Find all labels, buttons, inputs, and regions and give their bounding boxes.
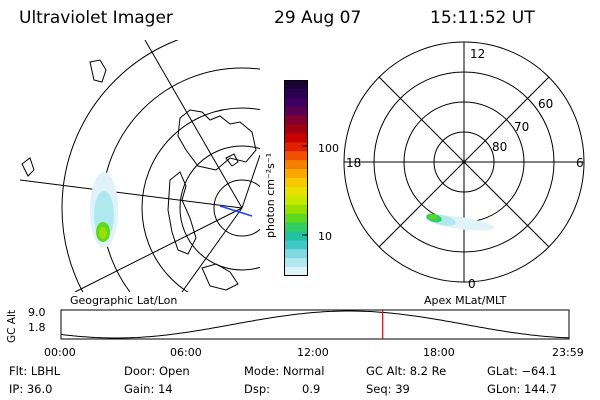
gc-alt-ytick-bottom: 1.8 — [28, 321, 46, 334]
gc-xtick-2359: 23:59 — [552, 346, 584, 359]
colorbar-segment — [284, 88, 308, 99]
magnetic-polar-panel: 12 18 6 0 60 70 80 — [343, 41, 585, 291]
lat-circle — [179, 145, 260, 271]
glat-value: GLat: −64.1 — [487, 364, 557, 378]
meridian-line — [74, 207, 243, 292]
colorbar-segment — [284, 222, 308, 232]
left-panel-caption: Geographic Lat/Lon — [70, 294, 178, 307]
colorbar-tick-100: 100 — [318, 142, 339, 155]
meridian-line — [181, 207, 243, 292]
filter-value: Flt: LBHL — [9, 364, 61, 378]
mlt-label-18: 18 — [346, 156, 361, 170]
gc-alt-ytick-top: 9.0 — [28, 306, 46, 319]
colorbar-segment — [284, 97, 308, 108]
glon-value: GLon: 144.7 — [487, 382, 557, 396]
colorbar-segment — [284, 142, 308, 152]
meridian-line — [241, 154, 260, 209]
colorbar-segment — [284, 267, 308, 276]
mode-value: Mode: Normal — [244, 364, 325, 378]
lat-circle — [213, 179, 260, 237]
spacecraft-track — [219, 205, 253, 217]
colorbar-segment — [284, 195, 308, 206]
mlt-diagonal — [378, 76, 550, 248]
coastline — [167, 171, 197, 255]
colorbar-label: photon cm⁻²s⁻¹ — [264, 152, 277, 238]
aurora-emission — [429, 214, 437, 220]
gc-xtick-0000: 00:00 — [44, 346, 76, 359]
colorbar-segment — [284, 115, 308, 126]
gain-value: Gain: 14 — [124, 382, 173, 396]
gc-alt-curve — [60, 310, 570, 339]
date-label: 29 Aug 07 — [274, 8, 362, 28]
lat-circle — [141, 107, 260, 292]
mlat-label-70: 70 — [514, 120, 529, 134]
gc-xtick-1200: 12:00 — [297, 346, 329, 359]
colorbar-frame — [284, 80, 308, 276]
mlt-label-0: 0 — [468, 277, 476, 291]
colorbar-segment — [284, 106, 308, 117]
colorbar-segment — [284, 80, 308, 90]
gc-alt-plot — [60, 309, 570, 340]
coastline — [201, 263, 239, 291]
right-panel-caption: Apex MLat/MLT — [424, 294, 507, 307]
mlat-label-60: 60 — [538, 97, 553, 111]
seq-value: Seq: 39 — [366, 382, 410, 396]
colorbar-segment — [284, 124, 308, 134]
colorbar-segment — [284, 249, 308, 259]
meridian-line — [144, 40, 243, 209]
colorbar-segment — [284, 178, 308, 188]
colorbar-segment — [284, 204, 308, 215]
coastline — [177, 109, 257, 171]
dsp-label: Dsp: — [244, 382, 271, 396]
geographic-map-panel — [20, 40, 260, 292]
gc-xtick-0600: 06:00 — [170, 346, 202, 359]
time-label: 15:11:52 UT — [430, 8, 535, 28]
colorbar-segment — [284, 160, 308, 170]
coastline — [225, 153, 239, 167]
colorbar-segment — [284, 169, 308, 179]
aurora-emission — [99, 227, 107, 239]
colorbar-segment — [284, 213, 308, 224]
colorbar-segment — [284, 231, 308, 241]
colorbar-segment — [284, 240, 308, 250]
colorbar — [284, 80, 308, 276]
gc-alt-axis-label: GC Alt — [6, 310, 18, 344]
mlt-label-12: 12 — [470, 47, 485, 61]
gc-alt-frame — [60, 309, 570, 340]
colorbar-segment — [284, 133, 308, 143]
gc-alt-value: GC Alt: 8.2 Re — [366, 364, 447, 378]
colorbar-tick-10: 10 — [318, 230, 332, 243]
mlt-label-6: 6 — [576, 156, 584, 170]
meridian-line — [20, 179, 243, 209]
lat-circle — [61, 40, 179, 292]
colorbar-segment — [284, 258, 308, 268]
app-title: Ultraviolet Imager — [19, 8, 173, 28]
ip-value: IP: 36.0 — [9, 382, 53, 396]
coastline — [89, 59, 107, 83]
colorbar-segment — [284, 151, 308, 161]
dsp-value: 0.9 — [302, 382, 321, 396]
colorbar-segment — [284, 186, 308, 197]
mlat-label-80: 80 — [492, 140, 507, 154]
gc-xtick-1800: 18:00 — [423, 346, 455, 359]
door-status: Door: Open — [124, 364, 190, 378]
coastline — [21, 157, 35, 177]
